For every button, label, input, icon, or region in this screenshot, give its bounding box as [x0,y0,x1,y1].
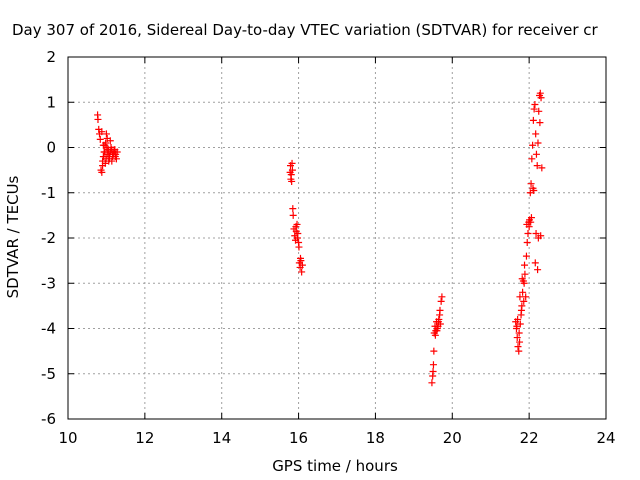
x-tick-label: 10 [58,429,77,447]
data-point [515,347,523,355]
data-point [98,128,106,136]
data-point [516,338,524,346]
data-point [534,139,542,147]
data-point [536,119,544,127]
data-point [518,275,526,283]
data-point [532,150,540,158]
x-tick-label: 12 [135,429,154,447]
data-point [110,146,118,154]
data-point [514,343,522,351]
x-tick-label: 16 [289,429,308,447]
data-point [521,261,529,269]
data-point [516,293,524,301]
data-point [525,223,533,231]
data-point [538,164,546,172]
data-point [513,334,521,342]
data-point [524,229,532,237]
data-point [533,162,541,170]
data-point [534,266,542,274]
data-point [532,229,540,237]
data-point [520,279,528,287]
data-point [428,379,436,387]
data-point [527,180,535,188]
data-point [98,168,106,176]
data-point [293,234,301,242]
data-point [531,101,539,109]
data-points [94,89,546,387]
y-axis-label: SDTVAR / TECUs [4,175,22,298]
data-point [521,270,529,278]
y-tick-label: -5 [41,365,56,383]
data-point [105,157,113,165]
data-point [523,239,531,247]
y-tick-label: 2 [46,48,56,66]
data-point [298,261,306,269]
data-point [111,153,119,161]
x-tick-label: 18 [366,429,385,447]
data-point [96,135,104,143]
data-point [289,205,297,213]
y-tick-label: -3 [41,274,56,292]
data-point [106,137,114,145]
data-point [528,155,536,163]
x-tick-label: 20 [443,429,462,447]
data-point [438,293,446,301]
data-point [433,327,441,335]
data-point [537,232,545,240]
data-point [514,315,522,323]
data-point [517,306,525,314]
data-point [288,177,296,185]
y-tick-label: -2 [41,229,56,247]
data-point [429,367,437,375]
data-point [296,254,304,262]
data-point [535,107,543,115]
data-point [536,89,544,97]
y-tick-label: 1 [46,93,56,111]
data-point [527,218,535,226]
data-point [289,211,297,219]
y-tick-label: 0 [46,139,56,157]
data-point [431,331,439,339]
data-point [522,252,530,260]
data-point [430,347,438,355]
plot-frame [67,56,607,420]
chart-title: Day 307 of 2016, Sidereal Day-to-day VTE… [12,21,599,39]
data-point [529,184,537,192]
data-point [292,223,300,231]
data-point [298,268,306,276]
data-point [530,105,538,113]
x-axis-label: GPS time / hours [272,457,398,475]
x-tick-label: 24 [596,429,615,447]
data-point [287,171,295,179]
data-point [529,116,537,124]
data-point [103,144,111,151]
data-point [531,259,539,267]
data-point [527,214,535,222]
data-point [436,306,444,314]
data-point [434,318,442,326]
data-point [295,243,303,251]
x-tick-label: 22 [520,429,539,447]
data-point [529,141,537,149]
grid [68,57,606,419]
data-point [520,297,528,305]
data-point [94,115,102,123]
y-tick-label: -6 [41,410,56,428]
y-tick-label: -1 [41,184,56,202]
data-point [437,297,445,305]
data-point [429,361,437,369]
data-point [288,159,296,167]
data-point [288,166,296,174]
data-point [102,130,110,138]
data-point [532,130,540,138]
data-point [519,288,527,296]
y-tick-label: -4 [41,320,56,338]
data-point [537,94,545,102]
x-tick-label: 14 [212,429,231,447]
data-point [515,329,523,337]
data-point [513,322,521,330]
